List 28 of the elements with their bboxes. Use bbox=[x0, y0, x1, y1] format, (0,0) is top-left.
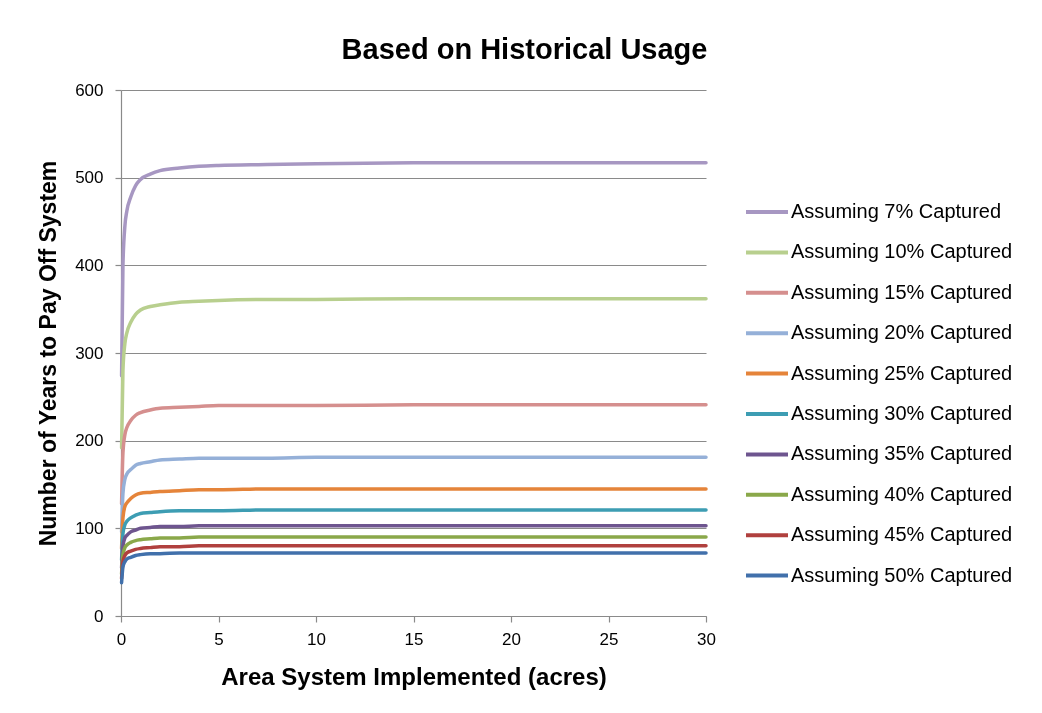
legend-label: Assuming 40% Captured bbox=[791, 482, 1013, 505]
y-tick-label: 0 bbox=[94, 606, 104, 626]
y-tick-label: 300 bbox=[75, 343, 104, 363]
x-tick-label: 30 bbox=[697, 629, 716, 649]
y-axis-title: Number of Years to Pay Off System bbox=[35, 160, 62, 547]
y-tick-label: 400 bbox=[75, 255, 104, 275]
y-tick-label: 600 bbox=[75, 80, 104, 100]
x-tick-label: 15 bbox=[404, 629, 424, 649]
chart-title: Based on Historical Usage bbox=[341, 33, 708, 65]
x-tick-label: 25 bbox=[599, 629, 619, 649]
legend-label: Assuming 30% Captured bbox=[791, 402, 1013, 424]
legend-label: Assuming 7% Captured bbox=[791, 200, 1002, 222]
x-axis-title: Area System Implemented (acres) bbox=[221, 662, 607, 690]
legend-label: Assuming 20% Captured bbox=[791, 321, 1013, 344]
y-tick-label: 500 bbox=[75, 168, 104, 188]
x-tick-label: 10 bbox=[307, 629, 326, 649]
y-tick-label: 200 bbox=[75, 431, 104, 451]
x-tick-label: 0 bbox=[116, 629, 127, 649]
legend-label: Assuming 50% Captured bbox=[791, 563, 1013, 586]
x-tick-label: 5 bbox=[214, 629, 224, 649]
legend-label: Assuming 15% Captured bbox=[791, 280, 1013, 303]
line-series bbox=[119, 551, 708, 585]
legend-label: Assuming 25% Captured bbox=[791, 361, 1013, 384]
x-tick-label: 20 bbox=[502, 629, 521, 649]
y-tick-label: 100 bbox=[75, 518, 104, 538]
legend-label: Assuming 45% Captured bbox=[791, 523, 1013, 546]
legend-label: Assuming 35% Captured bbox=[791, 442, 1013, 465]
legend-label: Assuming 10% Captured bbox=[791, 240, 1013, 263]
